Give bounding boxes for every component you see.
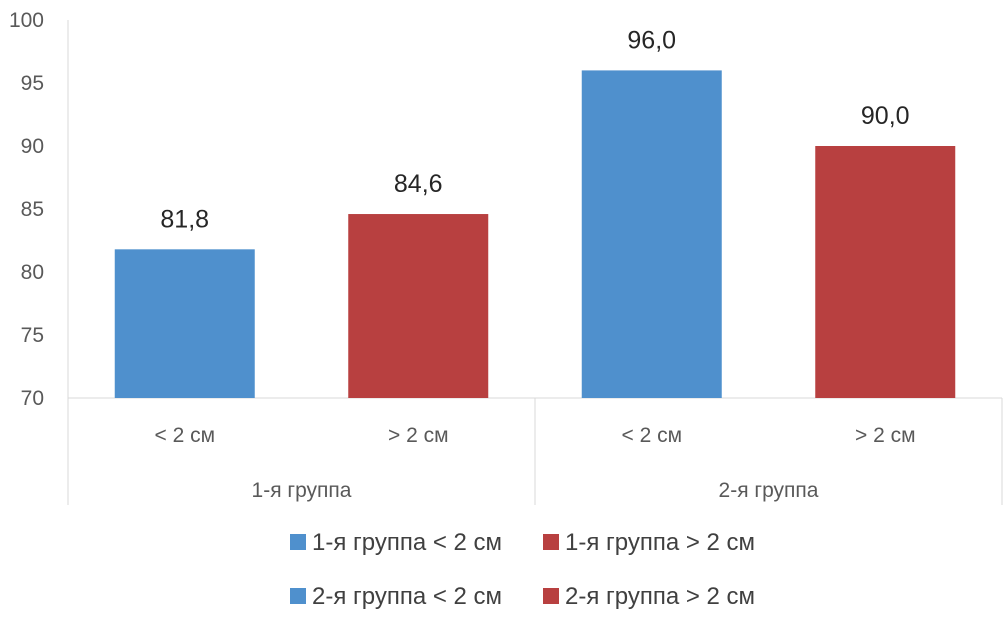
x-category-label: > 2 см	[388, 424, 449, 447]
legend-label: 1-я группа > 2 см	[565, 529, 755, 556]
x-group-label: 1-я группа	[252, 479, 352, 502]
bar-value-label: 81,8	[160, 205, 209, 233]
legend-swatch	[290, 534, 306, 550]
bar	[114, 249, 255, 398]
bar-value-label: 90,0	[861, 102, 910, 130]
y-tick-label: 70	[21, 387, 44, 410]
data-labels: 81,8 84,6 96,0 90,0	[160, 26, 909, 233]
x-category-label: < 2 см	[154, 424, 215, 447]
bar	[815, 146, 956, 398]
legend-label: 2-я группа < 2 см	[312, 583, 502, 610]
bar	[348, 214, 489, 398]
legend: 1-я группа < 2 см 1-я группа > 2 см 2-я гр…	[290, 529, 755, 610]
y-tick-label: 95	[21, 72, 44, 95]
y-tick-label: 75	[21, 324, 44, 347]
y-tick-label: 100	[9, 9, 44, 32]
legend-label: 1-я группа < 2 см	[312, 529, 502, 556]
y-tick-label: 80	[21, 261, 44, 284]
x-group-label: 2-я группа	[719, 479, 819, 502]
bars	[114, 70, 956, 399]
legend-label: 2-я группа > 2 см	[565, 583, 755, 610]
bar-value-label: 96,0	[627, 26, 676, 54]
bar	[581, 70, 722, 399]
x-category-label: > 2 см	[855, 424, 916, 447]
legend-swatch	[543, 534, 559, 550]
y-tick-label: 90	[21, 135, 44, 158]
legend-swatch	[290, 588, 306, 604]
bar-value-label: 84,6	[394, 170, 443, 198]
x-category-label: < 2 см	[621, 424, 682, 447]
legend-swatch	[543, 588, 559, 604]
y-tick-label: 85	[21, 198, 44, 221]
